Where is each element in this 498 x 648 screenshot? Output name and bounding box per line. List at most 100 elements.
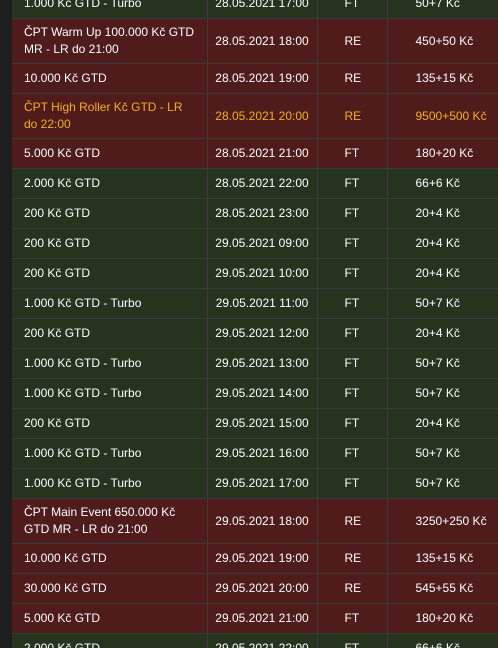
tournament-type: RE xyxy=(316,498,387,544)
tournament-name: ČPT Warm Up 100.000 Kč GTD MR - LR do 21… xyxy=(12,18,207,64)
tournament-buyin: 3250+250 Kč xyxy=(386,498,498,544)
tournament-name: 200 Kč GTD xyxy=(12,318,207,349)
tournament-buyin: 180+20 Kč xyxy=(386,603,498,634)
tournament-type: FT xyxy=(316,408,387,439)
tournament-name: 5.000 Kč GTD xyxy=(12,603,207,634)
tournament-type: RE xyxy=(316,573,387,604)
table-row: 1.000 Kč GTD - Turbo 29.05.2021 11:00 FT… xyxy=(12,288,498,319)
table-row: 1.000 Kč GTD - Turbo 29.05.2021 13:00 FT… xyxy=(12,348,498,379)
tournament-name: 200 Kč GTD xyxy=(12,228,207,259)
tournament-name: 30.000 Kč GTD xyxy=(12,573,207,604)
table-row: 1.000 Kč GTD - Turbo 29.05.2021 16:00 FT… xyxy=(12,438,498,469)
tournament-date: 28.05.2021 20:00 xyxy=(206,93,317,139)
tournament-buyin: 66+6 Kč xyxy=(386,168,498,199)
tournament-buyin: 20+4 Kč xyxy=(386,198,498,229)
tournament-buyin: 20+4 Kč xyxy=(386,318,498,349)
tournament-buyin: 135+15 Kč xyxy=(386,543,498,574)
tournament-type: FT xyxy=(316,0,387,19)
tournament-buyin: 50+7 Kč xyxy=(386,438,498,469)
tournament-buyin: 20+4 Kč xyxy=(386,408,498,439)
tournament-type: FT xyxy=(316,633,387,648)
table-row: 200 Kč GTD 29.05.2021 12:00 FT 20+4 Kč xyxy=(12,318,498,349)
tournament-name: 1.000 Kč GTD - Turbo xyxy=(12,468,207,499)
tournament-date: 29.05.2021 14:00 xyxy=(206,378,317,409)
tournament-type: FT xyxy=(316,228,387,259)
table-row: 200 Kč GTD 29.05.2021 15:00 FT 20+4 Kč xyxy=(12,408,498,439)
tournament-type: FT xyxy=(316,318,387,349)
tournament-name: 10.000 Kč GTD xyxy=(12,63,207,94)
tournament-type: FT xyxy=(316,378,387,409)
tournament-date: 29.05.2021 15:00 xyxy=(206,408,317,439)
tournament-buyin: 450+50 Kč xyxy=(386,18,498,64)
tournament-name: 2.000 Kč GTD xyxy=(12,168,207,199)
tournament-type: FT xyxy=(316,288,387,319)
tournament-date: 29.05.2021 10:00 xyxy=(206,258,317,289)
tournament-date: 29.05.2021 21:00 xyxy=(206,603,317,634)
tournament-date: 29.05.2021 13:00 xyxy=(206,348,317,379)
tournament-name: 1.000 Kč GTD - Turbo xyxy=(12,0,207,19)
tournament-name: 10.000 Kč GTD xyxy=(12,543,207,574)
tournament-buyin: 50+7 Kč xyxy=(386,378,498,409)
tournament-date: 29.05.2021 22:00 xyxy=(206,633,317,648)
tournament-buyin: 50+7 Kč xyxy=(386,348,498,379)
tournament-buyin: 545+55 Kč xyxy=(386,573,498,604)
tournament-date: 28.05.2021 22:00 xyxy=(206,168,317,199)
table-row: ČPT Warm Up 100.000 Kč GTD MR - LR do 21… xyxy=(12,18,498,64)
tournament-date: 29.05.2021 16:00 xyxy=(206,438,317,469)
tournament-name: 1.000 Kč GTD - Turbo xyxy=(12,348,207,379)
tournament-rows: 1.000 Kč GTD - Turbo 28.05.2021 17:00 FT… xyxy=(12,0,498,648)
tournament-type: RE xyxy=(316,93,387,139)
tournament-type: FT xyxy=(316,603,387,634)
table-row: 10.000 Kč GTD 28.05.2021 19:00 RE 135+15… xyxy=(12,63,498,94)
tournament-date: 28.05.2021 21:00 xyxy=(206,138,317,169)
table-row: 5.000 Kč GTD 28.05.2021 21:00 FT 180+20 … xyxy=(12,138,498,169)
tournament-date: 29.05.2021 12:00 xyxy=(206,318,317,349)
table-row: 1.000 Kč GTD - Turbo 29.05.2021 17:00 FT… xyxy=(12,468,498,499)
tournament-name: ČPT Main Event 650.000 Kč GTD MR - LR do… xyxy=(12,498,207,544)
tournament-date: 29.05.2021 18:00 xyxy=(206,498,317,544)
tournament-type: RE xyxy=(316,18,387,64)
tournament-date: 29.05.2021 17:00 xyxy=(206,468,317,499)
tournament-buyin: 50+7 Kč xyxy=(386,0,498,19)
tournament-table: 1.000 Kč GTD - Turbo 28.05.2021 17:00 FT… xyxy=(12,0,498,648)
tournament-name: 200 Kč GTD xyxy=(12,408,207,439)
tournament-type: FT xyxy=(316,258,387,289)
tournament-name: 200 Kč GTD xyxy=(12,258,207,289)
tournament-buyin: 135+15 Kč xyxy=(386,63,498,94)
table-row: ČPT High Roller Kč GTD - LR do 22:00 28.… xyxy=(12,93,498,139)
tournament-type: FT xyxy=(316,168,387,199)
tournament-name: 200 Kč GTD xyxy=(12,198,207,229)
tournament-date: 29.05.2021 11:00 xyxy=(206,288,317,319)
table-row: 30.000 Kč GTD 29.05.2021 20:00 RE 545+55… xyxy=(12,573,498,604)
tournament-buyin: 180+20 Kč xyxy=(386,138,498,169)
tournament-date: 28.05.2021 17:00 xyxy=(206,0,317,19)
tournament-date: 29.05.2021 19:00 xyxy=(206,543,317,574)
tournament-buyin: 20+4 Kč xyxy=(386,258,498,289)
tournament-date: 29.05.2021 09:00 xyxy=(206,228,317,259)
table-row: 2.000 Kč GTD 28.05.2021 22:00 FT 66+6 Kč xyxy=(12,168,498,199)
tournament-buyin: 20+4 Kč xyxy=(386,228,498,259)
table-row: ČPT Main Event 650.000 Kč GTD MR - LR do… xyxy=(12,498,498,544)
table-row: 5.000 Kč GTD 29.05.2021 21:00 FT 180+20 … xyxy=(12,603,498,634)
table-row: 10.000 Kč GTD 29.05.2021 19:00 RE 135+15… xyxy=(12,543,498,574)
tournament-type: FT xyxy=(316,468,387,499)
tournament-name: 1.000 Kč GTD - Turbo xyxy=(12,378,207,409)
tournament-date: 28.05.2021 23:00 xyxy=(206,198,317,229)
tournament-name: 1.000 Kč GTD - Turbo xyxy=(12,438,207,469)
table-row: 200 Kč GTD 29.05.2021 09:00 FT 20+4 Kč xyxy=(12,228,498,259)
table-row: 1.000 Kč GTD - Turbo 29.05.2021 14:00 FT… xyxy=(12,378,498,409)
table-row: 1.000 Kč GTD - Turbo 28.05.2021 17:00 FT… xyxy=(12,0,498,19)
tournament-type: RE xyxy=(316,63,387,94)
tournament-type: FT xyxy=(316,438,387,469)
tournament-buyin: 50+7 Kč xyxy=(386,468,498,499)
table-row: 200 Kč GTD 29.05.2021 10:00 FT 20+4 Kč xyxy=(12,258,498,289)
tournament-type: FT xyxy=(316,348,387,379)
tournament-name: 5.000 Kč GTD xyxy=(12,138,207,169)
tournament-date: 28.05.2021 18:00 xyxy=(206,18,317,64)
table-row: 2.000 Kč GTD 29.05.2021 22:00 FT 66+6 Kč xyxy=(12,633,498,648)
tournament-name: 2.000 Kč GTD xyxy=(12,633,207,648)
tournament-name: 1.000 Kč GTD - Turbo xyxy=(12,288,207,319)
tournament-type: RE xyxy=(316,543,387,574)
tournament-type: FT xyxy=(316,198,387,229)
